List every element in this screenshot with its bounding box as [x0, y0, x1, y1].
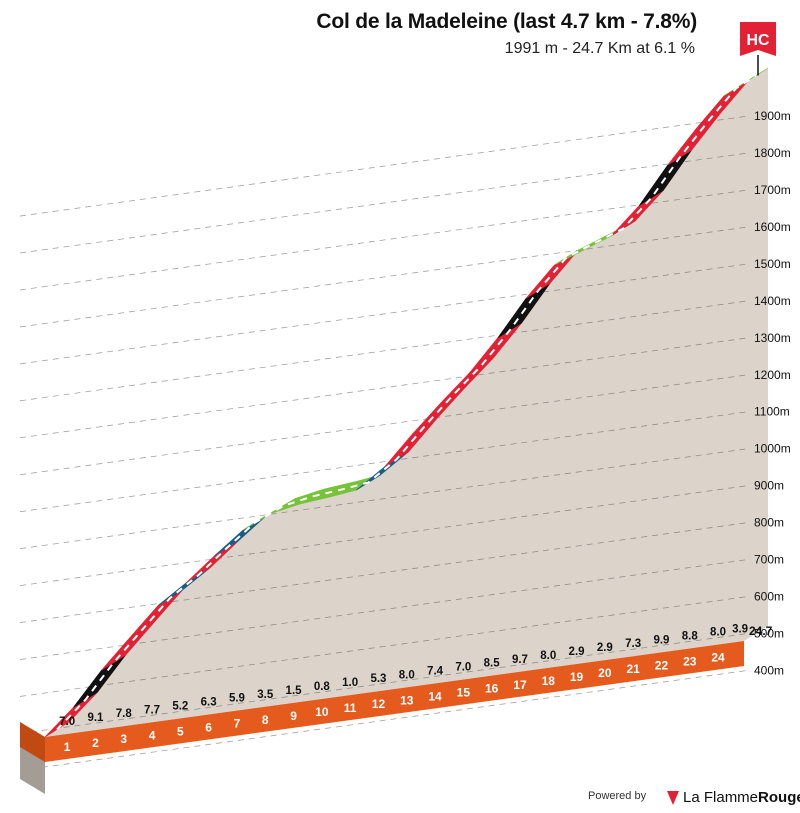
- elevation-tick-label: 1500m: [754, 257, 791, 271]
- km-label: 23: [683, 654, 697, 668]
- gradient-label: 9.1: [87, 712, 104, 724]
- gradient-label: 5.9: [229, 693, 245, 705]
- elevation-gridline: [19, 374, 749, 476]
- gradient-label: 7.4: [427, 665, 444, 677]
- km-label: 22: [655, 658, 669, 672]
- gradient-label: 1.5: [286, 685, 303, 697]
- km-label: 20: [598, 666, 612, 680]
- gradient-label: 2.9: [597, 642, 613, 654]
- km-label: 5: [177, 724, 184, 738]
- km-base-strip: [45, 641, 745, 762]
- km-label: 12: [372, 697, 386, 711]
- km-label: 18: [542, 674, 556, 688]
- elevation-tick-label: 1600m: [754, 220, 791, 234]
- total-distance-label: 24.7: [749, 624, 773, 638]
- elevation-tick-label: 1300m: [754, 331, 791, 345]
- km-label: 16: [485, 682, 499, 696]
- brand-name-light: La Flamme: [683, 789, 759, 806]
- elevation-gridline: [19, 522, 749, 623]
- elevation-gridline: [19, 669, 749, 771]
- flame-logo-icon: [667, 791, 679, 806]
- elevation-gridline: [19, 226, 749, 328]
- profile-ground-back: [69, 68, 769, 722]
- elevation-gridline: [19, 300, 749, 402]
- gradient-label: 8.0: [710, 627, 726, 639]
- elevation-gridline: [19, 263, 749, 365]
- km-label: 6: [205, 721, 212, 735]
- elevation-gridline: [19, 448, 749, 550]
- gradient-label: 9.7: [512, 654, 528, 666]
- gradient-label: 7.7: [144, 704, 160, 716]
- chart-subtitle: 1991 m - 24.7 Km at 6.1 %: [504, 40, 695, 57]
- gradient-label: 7.0: [455, 662, 471, 674]
- gradient-label: 7.0: [59, 716, 75, 728]
- km-label: 24: [711, 651, 725, 665]
- elevation-tick-label: 1200m: [754, 368, 791, 382]
- elevation-gridline: [19, 152, 749, 254]
- gradient-label: 8.0: [540, 650, 556, 662]
- gradient-label: 3.5: [257, 689, 274, 701]
- gradient-label: 5.2: [172, 700, 188, 712]
- elevation-tick-label: 800m: [754, 516, 784, 530]
- gradient-label: 1.0: [342, 677, 358, 689]
- elevation-gridline: [19, 559, 749, 660]
- gradient-label: 5.3: [370, 673, 386, 685]
- km-label: 10: [315, 705, 329, 719]
- km-label: 11: [344, 701, 357, 715]
- elevation-tick-label: 400m: [754, 663, 784, 677]
- gradient-label: 6.3: [201, 697, 217, 709]
- km-label: 3: [120, 732, 127, 746]
- hc-category-label: HC: [746, 32, 770, 49]
- km-base-side: [20, 722, 45, 762]
- km-label: 1: [64, 740, 71, 754]
- km-label: 9: [290, 709, 297, 723]
- elevation-gridline: [19, 189, 749, 291]
- hc-category-badge: [740, 22, 777, 56]
- km-label: 7: [234, 717, 241, 731]
- km-label: 15: [457, 686, 471, 700]
- gradient-label: 8.8: [682, 630, 699, 642]
- gradient-label: 2.9: [569, 646, 585, 658]
- gradient-label: 8.0: [399, 669, 415, 681]
- km-label: 2: [92, 736, 99, 750]
- elevation-tick-label: 900m: [754, 479, 784, 493]
- elevation-gridline: [19, 411, 749, 513]
- elevation-tick-label: 1900m: [754, 109, 791, 123]
- elevation-gridline: [19, 337, 749, 439]
- brand-logo: La FlammeRouge: [667, 789, 800, 806]
- gradient-label: 0.8: [314, 681, 331, 693]
- gradient-label: 3.9: [732, 624, 748, 636]
- chart-title: Col de la Madeleine (last 4.7 km - 7.8%): [316, 10, 697, 33]
- road-centerline: [56, 74, 757, 731]
- gradient-label: 8.5: [484, 658, 501, 670]
- elevation-tick-label: 500m: [754, 626, 784, 640]
- elevation-gridline: [19, 115, 749, 217]
- km-label: 21: [626, 662, 640, 676]
- km-label: 14: [428, 689, 442, 703]
- brand-name-bold: Rouge: [758, 789, 800, 806]
- km-label: 4: [149, 728, 156, 742]
- elevation-gridline: [19, 485, 749, 586]
- powered-by-label: Powered by: [588, 790, 647, 802]
- elevation-gridline: [19, 633, 749, 734]
- elevation-gridline: [19, 596, 749, 697]
- elevation-tick-label: 600m: [754, 589, 784, 603]
- km-label: 13: [400, 693, 414, 707]
- gradient-label: 9.9: [653, 634, 669, 646]
- km-label: 8: [262, 713, 269, 727]
- elevation-tick-label: 1100m: [754, 405, 790, 419]
- elevation-tick-label: 1000m: [754, 442, 791, 456]
- km-label: 19: [570, 670, 584, 684]
- km-label: 17: [513, 678, 527, 692]
- elevation-tick-label: 1700m: [754, 183, 791, 197]
- elevation-tick-label: 1400m: [754, 294, 791, 308]
- gradient-label: 7.8: [116, 708, 133, 720]
- elevation-tick-label: 1800m: [754, 146, 791, 160]
- gradient-label: 7.3: [625, 638, 641, 650]
- elevation-tick-label: 700m: [754, 553, 784, 567]
